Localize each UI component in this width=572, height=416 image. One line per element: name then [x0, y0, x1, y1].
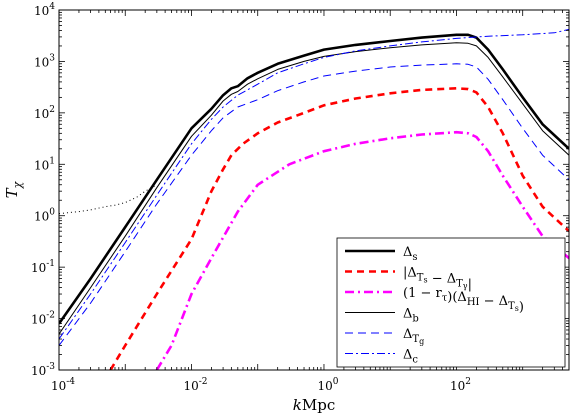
legend-entry-4: ΔTg — [403, 327, 424, 346]
y-tick-label: 101 — [34, 156, 55, 172]
y-tick-label: 10-1 — [31, 259, 55, 275]
legend: Δs |ΔTs − ΔTγ|(1 − rτ)(ΔHI − ΔTs)Δb ΔTg Δc — [336, 237, 566, 368]
tick-labels: 10-4 10-2 100 102 10-3 10-2 10-1 100 101 102 103 10… — [31, 2, 471, 393]
series-line-3 — [59, 42, 569, 335]
series-line-0 — [59, 33, 569, 325]
y-tick-label: 104 — [34, 2, 55, 18]
legend-box — [336, 237, 566, 368]
series-line-2 — [155, 130, 569, 370]
y-tick-label: 10-3 — [31, 362, 55, 378]
legend-entry-1: |ΔTs − ΔTγ| — [403, 266, 472, 293]
axis-ticks — [58, 9, 570, 371]
y-axis-label: Tχ — [3, 180, 24, 198]
y-tick-label: 100 — [34, 208, 55, 224]
series-line-6 — [59, 184, 158, 215]
x-tick-label: 10-2 — [183, 377, 207, 393]
legend-entry-3: Δb — [403, 307, 419, 325]
legend-entry-0: Δs — [403, 245, 418, 263]
x-tick-label: 102 — [450, 377, 471, 393]
series-line-1 — [109, 87, 569, 370]
x-tick-label: 10-4 — [51, 377, 75, 393]
legend-entry-5: Δc — [403, 348, 418, 366]
plot-lines — [59, 28, 569, 370]
legend-entry-2: (1 − rτ)(ΔHI − ΔTs) — [403, 286, 524, 315]
y-tick-label: 10-2 — [31, 311, 55, 327]
y-tick-label: 102 — [34, 105, 55, 121]
x-tick-label: 100 — [317, 377, 338, 393]
x-axis-label: kMpc — [293, 396, 335, 414]
series-line-4 — [59, 63, 569, 346]
y-tick-label: 103 — [34, 53, 55, 69]
